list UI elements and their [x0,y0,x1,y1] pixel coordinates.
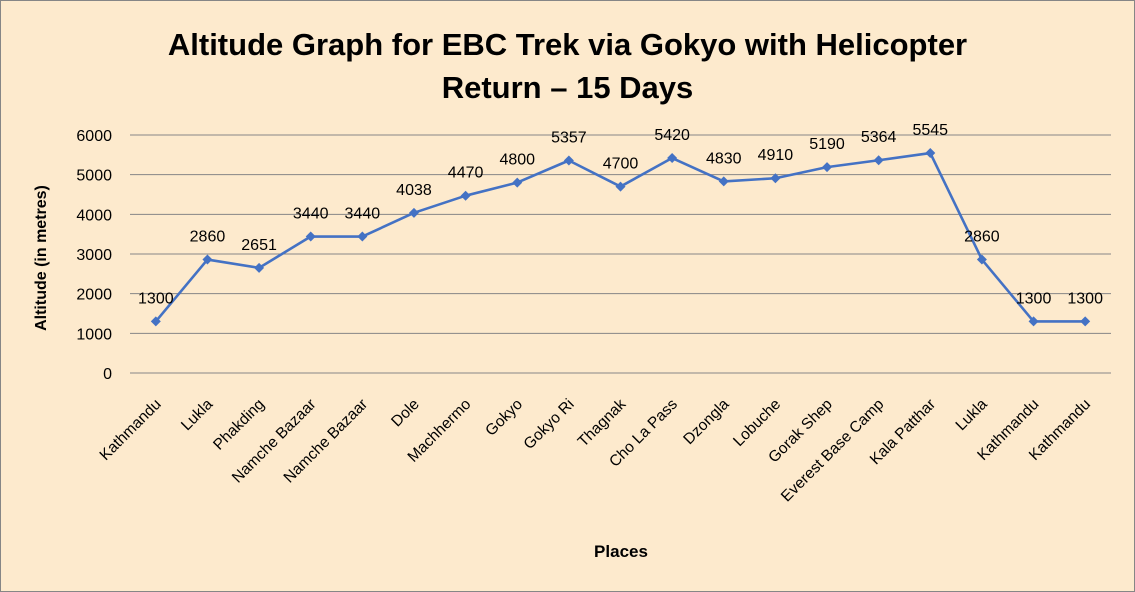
x-tick-label: Kathmandu [97,396,165,464]
data-point-diamond-icon [770,173,781,184]
data-point-diamond-icon [305,231,316,242]
data-label: 5545 [912,122,948,139]
data-label: 3440 [293,206,329,223]
chart-title-line-1: Altitude Graph for EBC Trek via Gokyo wi… [167,27,968,62]
data-line [154,151,1086,323]
data-point-diamond-icon [667,153,678,164]
data-label: 5190 [809,136,845,153]
data-point-diamond-icon [563,155,574,166]
data-label: 4800 [499,152,535,169]
x-tick-label: Dzongla [680,396,733,449]
x-axis-label: Places [594,542,648,561]
data-label: 1300 [1016,290,1052,307]
y-tick-label: 3000 [76,247,112,264]
x-tick-label: Gokyo Ri [521,396,578,453]
data-label: 1300 [138,290,174,307]
y-axis-label: Altitude (in metres) [33,185,50,331]
data-label: 4470 [448,165,484,182]
y-tick-label: 0 [103,366,112,383]
data-point-diamond-icon [873,155,884,166]
data-label: 2860 [964,229,1000,246]
data-point-diamond-icon [150,316,161,327]
data-label: 4910 [758,147,794,164]
y-tick-label: 6000 [76,128,112,145]
data-label: 5357 [551,130,587,147]
data-point-diamond-icon [460,190,471,201]
data-point-diamond-icon [202,254,213,265]
data-label: 4830 [706,150,742,167]
data-point-diamond-icon [254,262,265,273]
chart-title-line-2: Return – 15 Days [441,70,694,105]
data-label: 1300 [1067,290,1103,307]
data-label: 2860 [190,229,226,246]
data-point-diamond-icon [1080,316,1091,327]
x-tick-label: Lukla [953,396,991,434]
data-point-diamond-icon [925,148,936,159]
x-tick-label: Dole [388,396,423,431]
x-tick-label: Gokyo [482,396,526,440]
data-point-diamond-icon [357,231,368,242]
y-tick-label: 2000 [76,287,112,304]
chart-title: Altitude Graph for EBC Trek via Gokyo wi… [61,23,1074,109]
x-tick-label: Lobuche [730,396,784,450]
y-tick-label: 5000 [76,168,112,185]
data-label: 5420 [654,127,690,144]
data-point-diamond-icon [718,176,729,187]
data-label: 3440 [345,206,381,223]
data-point-diamond-icon [1028,316,1039,327]
data-point-diamond-icon [408,207,419,218]
data-label: 2651 [241,237,277,254]
data-label: 5364 [861,129,897,146]
data-point-diamond-icon [512,177,523,188]
data-point-diamond-icon [976,254,987,265]
data-label: 4038 [396,182,432,199]
y-tick-label: 4000 [76,207,112,224]
data-label: 4700 [603,156,639,173]
y-tick-label: 1000 [76,326,112,343]
data-point-diamond-icon [615,181,626,192]
x-tick-label: Lukla [178,396,216,434]
data-point-diamond-icon [822,162,833,173]
